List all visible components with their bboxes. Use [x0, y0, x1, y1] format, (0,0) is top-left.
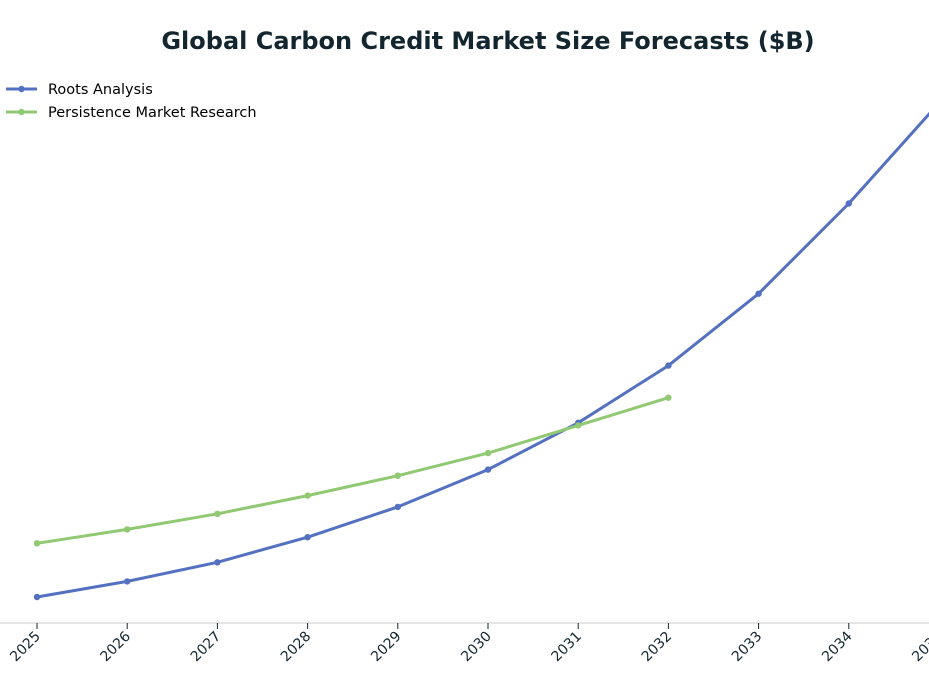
legend-swatch-marker	[18, 85, 25, 93]
series-layer	[33, 111, 929, 601]
legend[interactable]: Roots Analysis Persistence Market Researc…	[6, 82, 257, 121]
legend-label: Roots Analysis	[48, 82, 153, 98]
x-tick-label: 2028	[278, 629, 315, 666]
data-point	[484, 449, 492, 457]
legend-item[interactable]: Persistence Market Research	[6, 105, 257, 121]
legend-swatch-marker	[18, 108, 25, 116]
data-point	[484, 466, 492, 473]
data-point	[304, 534, 311, 541]
data-point	[665, 362, 672, 369]
data-point	[214, 510, 221, 517]
x-tick-label: 2032	[639, 629, 676, 666]
data-point	[394, 472, 401, 479]
data-point	[845, 200, 852, 207]
x-tick-label: 2033	[729, 629, 766, 666]
x-tick-label: 2027	[188, 629, 225, 666]
series-2	[33, 394, 672, 547]
x-tick-label: 2035	[909, 629, 929, 666]
series-1	[33, 111, 929, 601]
data-point	[33, 593, 41, 601]
chart-title: Global Carbon Credit Market Size Forecas…	[161, 27, 814, 55]
data-point	[124, 578, 131, 585]
data-point	[124, 526, 131, 533]
series-line	[35, 396, 670, 545]
x-tick-label: 2025	[7, 629, 44, 666]
x-tick-label: 2031	[549, 629, 586, 666]
data-point	[665, 394, 672, 401]
x-tick-label: 2030	[458, 629, 495, 666]
x-axis-ticks: 2025 2026 2027 2028 2029 2030 2031 2032 2033 2034…	[7, 623, 929, 665]
x-tick-label: 2026	[98, 628, 135, 665]
x-tick-label: 2029	[368, 629, 405, 666]
x-tick-label: 2034	[819, 628, 856, 665]
data-point	[33, 540, 41, 547]
data-point	[394, 503, 401, 511]
data-point	[304, 492, 311, 499]
data-point	[755, 290, 762, 297]
data-point	[575, 422, 582, 429]
data-point	[214, 559, 221, 566]
legend-item[interactable]: Roots Analysis	[6, 82, 153, 98]
legend-label: Persistence Market Research	[48, 105, 257, 121]
